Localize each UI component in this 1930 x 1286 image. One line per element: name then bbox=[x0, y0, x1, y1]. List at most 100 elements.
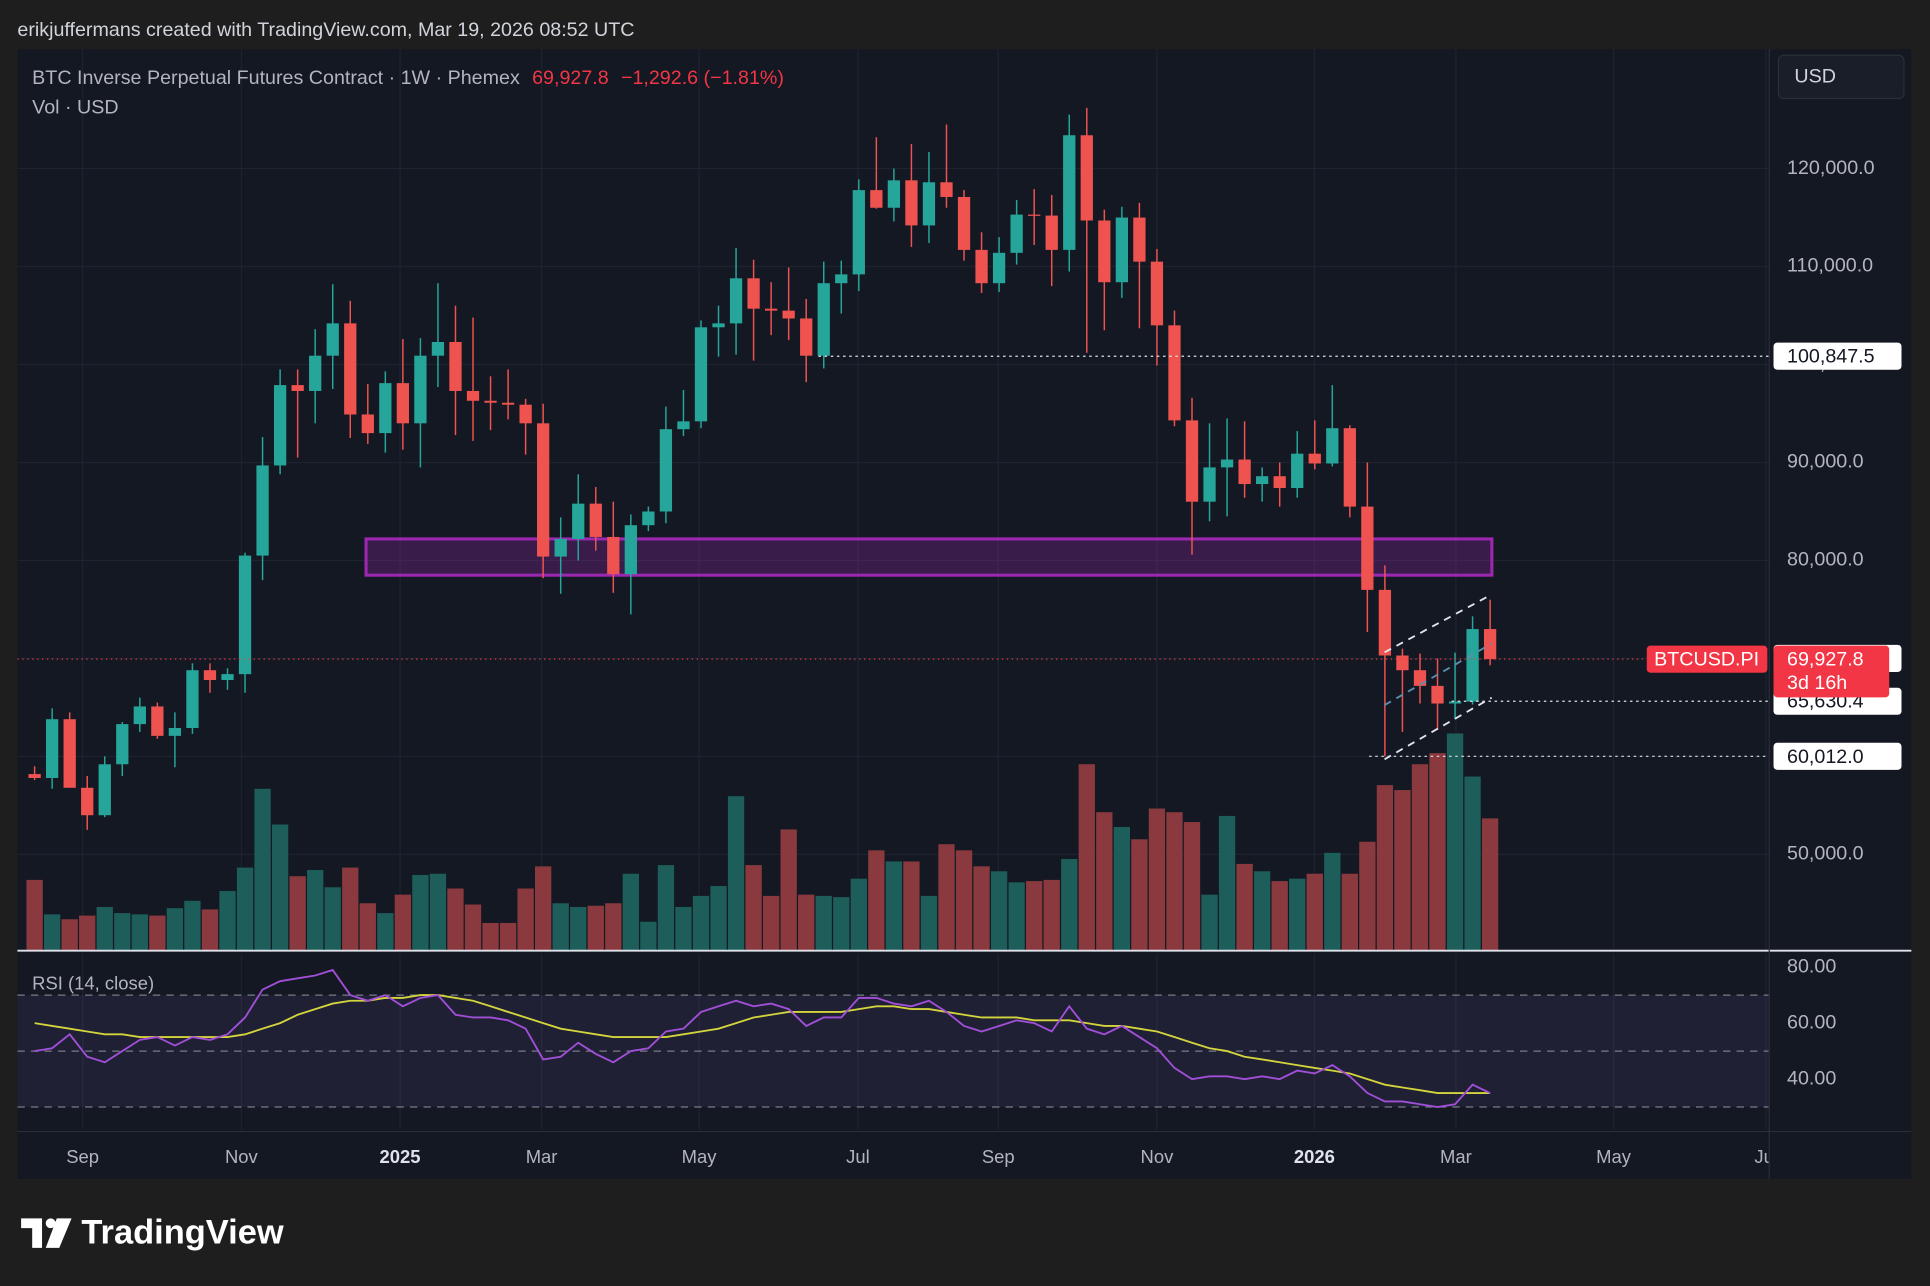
candle-body bbox=[747, 278, 760, 309]
y-tick-label: 90,000.0 bbox=[1787, 451, 1864, 473]
volume-bar bbox=[1026, 881, 1043, 951]
candle-body bbox=[484, 400, 497, 403]
logo-mark bbox=[45, 1218, 72, 1248]
volume-bar bbox=[447, 888, 464, 951]
candle-body bbox=[449, 341, 462, 391]
volume-bar bbox=[798, 894, 815, 951]
volume-bar bbox=[254, 788, 271, 951]
volume-bar bbox=[342, 867, 359, 951]
axes: Sep Nov 2025 Mar May Jul Sep Nov 2026 Mar May Jul 50… bbox=[66, 157, 1902, 1167]
volume-bar bbox=[1481, 818, 1499, 951]
rsi-tick-label: 40.00 bbox=[1787, 1067, 1836, 1089]
candle-body bbox=[1133, 217, 1146, 262]
volume-bar bbox=[166, 908, 184, 951]
rsi-band-fill bbox=[17, 995, 1769, 1108]
current-price-box bbox=[1773, 645, 1890, 698]
candle-body bbox=[554, 538, 567, 557]
channel-line bbox=[1384, 642, 1493, 706]
symbol-title: BTC Inverse Perpetual Futures Contract ·… bbox=[32, 67, 520, 89]
candle-body bbox=[1080, 135, 1093, 221]
candle-body bbox=[870, 190, 883, 208]
volume-bar bbox=[289, 876, 306, 951]
volume-bar bbox=[482, 922, 499, 951]
volume-bar bbox=[1289, 878, 1306, 951]
currency-label[interactable]: USD bbox=[1794, 66, 1836, 88]
volume-bar bbox=[394, 894, 412, 951]
volume-bar bbox=[236, 867, 254, 951]
candle-body bbox=[729, 278, 743, 324]
candle-body bbox=[1343, 428, 1356, 507]
x-tick-label: 2025 bbox=[380, 1146, 421, 1167]
volume-bar bbox=[1253, 871, 1271, 951]
candle-body bbox=[800, 318, 813, 356]
legend-price: 69,927.8 bbox=[532, 67, 609, 89]
volume-bar bbox=[307, 870, 324, 951]
candle-body bbox=[133, 706, 146, 725]
candle-body bbox=[256, 465, 269, 556]
volume-bar bbox=[1096, 812, 1113, 951]
price-layer bbox=[17, 107, 1769, 830]
volume-bar bbox=[570, 906, 587, 951]
volume-bar bbox=[833, 897, 850, 951]
candle-body bbox=[1185, 420, 1199, 502]
volume-bar bbox=[903, 861, 920, 951]
candle-body bbox=[975, 249, 988, 284]
volume-bar bbox=[780, 829, 797, 951]
candle-body bbox=[782, 310, 795, 319]
attribution: erikjuffermans created with TradingView.… bbox=[17, 19, 634, 41]
rsi-line bbox=[34, 968, 1491, 1109]
candle-body bbox=[1448, 701, 1462, 704]
x-tick-label: Nov bbox=[225, 1146, 259, 1167]
price-label: 60,012.0 bbox=[1787, 746, 1864, 768]
candle-body bbox=[1256, 476, 1269, 485]
volume-bar bbox=[535, 866, 552, 951]
candle-body bbox=[852, 190, 865, 275]
volume-bar bbox=[1394, 790, 1411, 951]
candle-body bbox=[1220, 459, 1234, 468]
candle-body bbox=[887, 180, 901, 208]
candle-body bbox=[1098, 220, 1111, 283]
volume-bar bbox=[657, 865, 675, 951]
volume-bar bbox=[710, 886, 727, 951]
volume-title: Vol · USD bbox=[32, 96, 118, 118]
candle-body bbox=[501, 402, 515, 405]
candle-body bbox=[431, 341, 445, 356]
volume-bar bbox=[1201, 894, 1218, 951]
y-tick-label: 50,000.0 bbox=[1787, 843, 1864, 865]
candle-body bbox=[1010, 214, 1023, 253]
volume-layer bbox=[26, 733, 1499, 951]
price-label-box bbox=[1773, 342, 1902, 370]
candle-body bbox=[1431, 685, 1444, 704]
candle-body bbox=[81, 787, 94, 816]
volume-bar bbox=[1166, 812, 1183, 951]
rsi-tick-label: 80.00 bbox=[1787, 955, 1836, 977]
candle-body bbox=[624, 525, 637, 575]
volume-bar bbox=[762, 895, 780, 951]
currency-button[interactable] bbox=[1777, 54, 1905, 100]
candle-body bbox=[537, 423, 550, 557]
volume-bar bbox=[1446, 733, 1464, 951]
volume-bar bbox=[1324, 852, 1341, 951]
candle-body bbox=[1378, 589, 1392, 656]
candle-body bbox=[940, 182, 953, 197]
volume-bar bbox=[1183, 822, 1201, 951]
candle-body bbox=[905, 180, 918, 226]
candle-body bbox=[835, 274, 848, 284]
candle-body bbox=[98, 764, 111, 816]
candle-body bbox=[116, 724, 129, 765]
candle-body bbox=[238, 555, 252, 675]
volume-bar bbox=[622, 873, 639, 951]
candle-body bbox=[1063, 135, 1076, 250]
candle-body bbox=[1203, 467, 1216, 502]
candle-body bbox=[957, 196, 971, 250]
candle-body bbox=[326, 323, 339, 356]
candle-body bbox=[817, 283, 830, 356]
volume-bar bbox=[114, 913, 131, 951]
y-tick-label: 110,000.0 bbox=[1787, 255, 1873, 277]
volume-bar bbox=[640, 921, 657, 951]
volume-bar bbox=[1061, 858, 1078, 951]
volume-bar bbox=[1218, 815, 1236, 951]
volume-bar bbox=[26, 879, 43, 951]
x-tick-label: May bbox=[682, 1146, 718, 1167]
